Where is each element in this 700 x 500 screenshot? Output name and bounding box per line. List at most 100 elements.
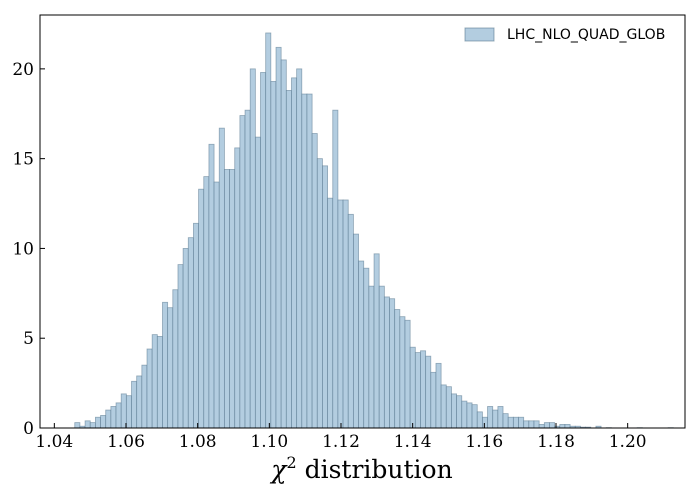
- histogram-bar: [466, 402, 473, 429]
- x-axis-title-symbol: χ: [269, 455, 288, 484]
- histogram-bar: [316, 158, 323, 429]
- x-tick-label: 1.18: [537, 432, 575, 452]
- histogram-bar: [311, 133, 318, 429]
- histogram-bar: [342, 199, 349, 429]
- histogram-bar: [120, 393, 127, 429]
- histogram-bar: [363, 267, 370, 429]
- histogram-bar: [347, 213, 354, 429]
- x-axis-title: χ2 distribution: [269, 453, 452, 484]
- histogram-bar: [389, 298, 396, 429]
- histogram-bar: [146, 348, 153, 429]
- histogram-bar: [280, 59, 287, 429]
- histogram-bar: [249, 68, 256, 429]
- x-axis-ticks: 1.04 1.06 1.08 1.10 1.12 1.14 1.16 1.18 1.20: [35, 423, 647, 452]
- histogram-bar: [275, 46, 282, 429]
- histogram-bar: [223, 169, 230, 429]
- histogram-bar: [523, 420, 530, 429]
- histogram-bar: [136, 375, 143, 429]
- histogram-bar: [74, 422, 81, 429]
- histogram-bar: [451, 393, 458, 429]
- histogram-bar: [481, 416, 488, 429]
- x-axis-title-text: distribution: [297, 455, 453, 484]
- histogram-bar: [404, 319, 411, 429]
- histogram-bar: [352, 233, 359, 429]
- histogram-bar: [218, 127, 225, 429]
- histogram-bar: [193, 222, 200, 429]
- histogram-bar: [332, 109, 339, 429]
- histogram-bar: [543, 422, 550, 429]
- histogram-bar: [476, 411, 483, 429]
- histogram-bar: [198, 188, 205, 429]
- histogram-bar: [177, 264, 184, 429]
- histogram-bar: [265, 32, 272, 429]
- histogram-bar: [234, 147, 241, 429]
- histogram-bar: [399, 316, 406, 429]
- histogram-bar: [172, 289, 179, 429]
- histogram-bar: [502, 413, 509, 429]
- plot-frame: [39, 14, 686, 429]
- histogram-bar: [456, 395, 463, 429]
- histogram-bar: [141, 364, 148, 429]
- legend: LHC_NLO_QUAD_GLOB: [464, 27, 665, 43]
- histogram-bar: [409, 346, 416, 429]
- histogram-bar: [461, 400, 468, 429]
- histogram-bar: [497, 406, 504, 429]
- histogram-bar: [507, 416, 514, 429]
- histogram-bar: [559, 424, 566, 429]
- histogram-bar: [156, 336, 163, 429]
- histogram-bar: [471, 404, 478, 429]
- histogram-bar: [383, 296, 390, 429]
- histogram-bar: [182, 248, 189, 429]
- histogram-bar: [208, 143, 215, 429]
- histogram-bar: [110, 406, 117, 429]
- y-tick-label: 20: [12, 60, 34, 80]
- histogram-bar: [203, 176, 210, 429]
- histogram-bar: [260, 72, 267, 429]
- legend-label: LHC_NLO_QUAD_GLOB: [507, 27, 665, 43]
- histogram-bar: [291, 77, 298, 429]
- histogram-bar: [229, 169, 236, 429]
- histogram-bar: [213, 181, 220, 429]
- histogram-bar: [100, 415, 107, 429]
- x-tick-label: 1.14: [394, 432, 432, 452]
- histogram-bar: [151, 334, 158, 429]
- histogram-bar: [518, 416, 525, 429]
- histogram-bar: [301, 93, 308, 429]
- histogram-bar: [445, 386, 452, 429]
- x-tick-label: 1.12: [322, 432, 360, 452]
- histogram-bar: [322, 165, 329, 429]
- histogram-bar: [373, 253, 380, 429]
- y-tick-label: 10: [12, 239, 34, 259]
- histogram-bar: [378, 285, 385, 429]
- histogram-bar: [430, 371, 437, 429]
- histogram-bar: [528, 420, 535, 429]
- x-tick-label: 1.06: [107, 432, 145, 452]
- histogram-bar: [358, 260, 365, 429]
- histogram-bar: [167, 307, 174, 429]
- histogram-bar: [239, 115, 246, 429]
- histogram-bar: [244, 109, 251, 429]
- histogram-bar: [549, 422, 556, 429]
- histogram-bar: [162, 301, 169, 429]
- histogram-bar: [327, 197, 334, 429]
- x-axis-title-superscript: 2: [286, 453, 296, 472]
- histogram-bar: [564, 424, 571, 429]
- histogram-bar: [538, 424, 545, 429]
- histogram-bar: [435, 362, 442, 429]
- histogram-bar: [425, 355, 432, 429]
- histogram-bar: [420, 350, 427, 429]
- x-tick-label: 1.04: [35, 432, 73, 452]
- histogram-bar: [187, 237, 194, 429]
- y-tick-label: 0: [23, 419, 34, 439]
- histogram-bar: [296, 68, 303, 429]
- histogram-bar: [115, 402, 122, 429]
- histogram-bar: [533, 420, 540, 429]
- histogram-bar: [394, 309, 401, 429]
- x-tick-label: 1.08: [179, 432, 217, 452]
- histogram-bar: [337, 199, 344, 429]
- histogram-bar: [368, 285, 375, 429]
- legend-swatch: [464, 27, 495, 42]
- histogram-bar: [89, 422, 96, 429]
- histogram-bar: [414, 352, 421, 429]
